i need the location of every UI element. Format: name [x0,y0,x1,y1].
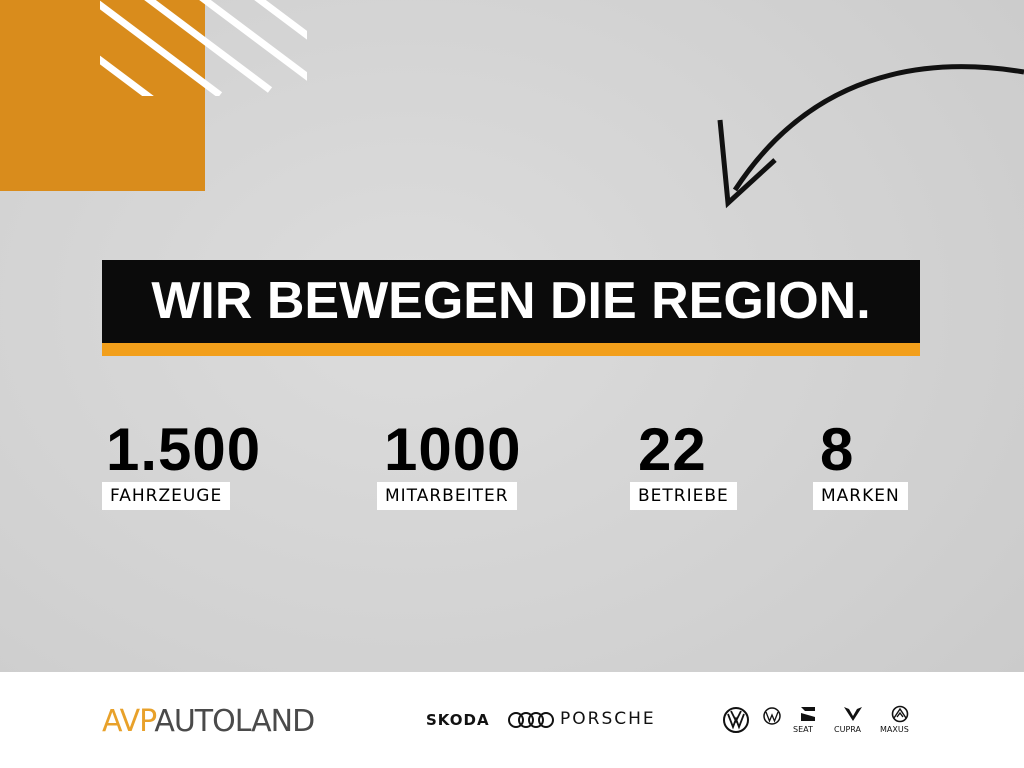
cupra-logo: CUPRA [834,725,861,734]
vw-commercial-logo [763,707,781,725]
maxus-logo-mark [891,705,909,723]
stat-vehicles: 1.500 FAHRZEUGE [102,416,262,510]
brand-prefix: AVP [102,704,155,739]
stat-label: BETRIEBE [630,482,737,510]
volkswagen-logo [723,707,749,733]
stat-label: MARKEN [813,482,908,510]
brand-name: AUTOLAND [154,704,315,739]
stat-locations: 22 BETRIEBE [630,416,737,510]
stat-label: MITARBEITER [377,482,517,510]
skoda-logo: SKODA [426,711,490,729]
stripes-decor [100,0,307,96]
orange-decor-block [0,0,205,191]
curved-arrow-icon [717,64,1024,209]
porsche-logo: PORSCHE [560,709,656,729]
stat-label: FAHRZEUGE [102,482,231,510]
avp-autoland-logo: AVPAUTOLAND [102,704,315,740]
stat-brands: 8 MARKEN [813,416,908,510]
stat-employees: 1000 MITARBEITER [377,416,522,510]
stat-value: 1.500 [106,416,262,483]
cupra-logo-mark [844,707,862,721]
stat-value: 8 [820,416,855,483]
seat-logo-mark [801,707,815,721]
stat-value: 22 [638,416,707,483]
maxus-logo: MAXUS [880,725,909,734]
headline-underline [102,343,920,356]
seat-logo: SEAT [793,725,813,734]
audi-logo [508,712,554,728]
stat-value: 1000 [384,416,522,483]
headline: WIR BEWEGEN DIE REGION. [102,260,920,343]
